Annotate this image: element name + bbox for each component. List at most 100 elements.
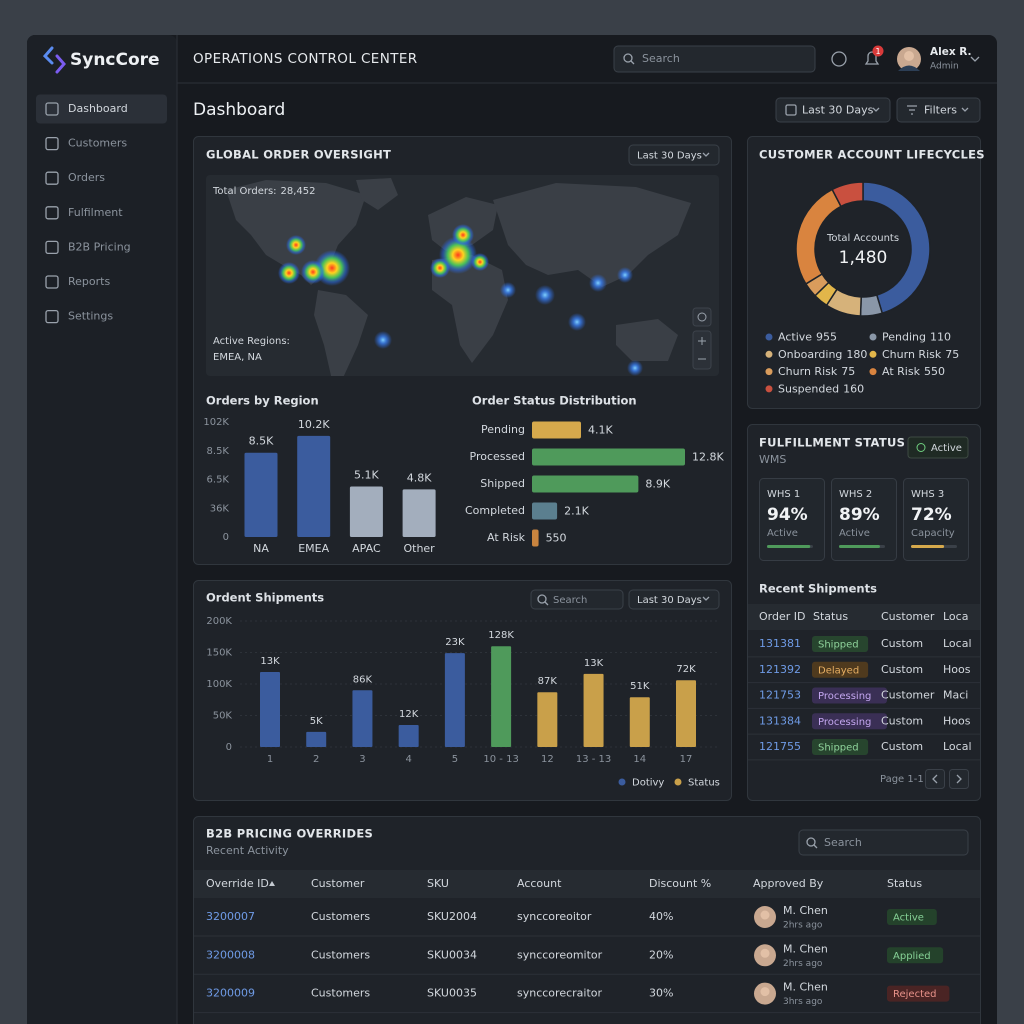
chart-title: Order Status Distribution — [472, 394, 637, 408]
status-badge — [907, 436, 969, 459]
header-icons[interactable] — [831, 45, 980, 72]
status-pill-text: Shipped — [818, 743, 859, 754]
bar — [532, 475, 639, 493]
legend-label: Onboarding 180 — [778, 348, 867, 361]
donut-center-label: Total Accounts — [826, 233, 899, 244]
range-dropdown[interactable] — [628, 144, 720, 166]
nav-item[interactable]: Fulfilment — [68, 206, 123, 219]
order-id[interactable]: 121753 — [759, 689, 801, 702]
nav-item[interactable]: Customers — [68, 137, 127, 150]
lifecycle-panel — [747, 136, 981, 409]
customer: Customers — [311, 987, 370, 1000]
data-label: 12.8K — [692, 451, 724, 464]
avatar-face — [760, 987, 770, 997]
y-tick-label: Shipped — [480, 477, 525, 490]
legend-value: 550 — [924, 365, 945, 378]
account: synccoreomitor — [517, 948, 603, 961]
pagination: Page 1-1 — [880, 774, 924, 785]
panel-title: B2B PRICING OVERRIDES — [206, 827, 373, 841]
order-id[interactable]: 121755 — [759, 740, 801, 753]
data-label: 8.5K — [249, 435, 274, 448]
donut-center-value: 1,480 — [839, 248, 888, 268]
column-header: Discount % — [649, 877, 711, 890]
heat-spots — [278, 224, 643, 376]
chevron — [872, 107, 880, 112]
map-controls[interactable] — [692, 307, 712, 370]
override-id[interactable]: 3200008 — [206, 948, 255, 961]
column-header: Status — [813, 610, 848, 623]
order-id[interactable]: 131384 — [759, 714, 801, 727]
chart-title: Orders by Region — [206, 394, 319, 408]
column-header: Account — [517, 877, 562, 890]
customer: Customers — [311, 910, 370, 923]
legend-name: Churn Risk — [882, 348, 942, 361]
search-icon — [806, 837, 816, 847]
filters-button[interactable] — [896, 97, 981, 123]
x-tick-label: 10 - 13 — [483, 754, 518, 765]
nav-icon — [45, 171, 59, 185]
x-tick-label: 3 — [359, 754, 365, 765]
legend-value: 180 — [846, 348, 867, 361]
range-dropdown[interactable] — [628, 589, 720, 610]
search-box[interactable] — [530, 589, 624, 610]
bar — [444, 653, 465, 747]
y-tick-label: 100K — [206, 679, 232, 690]
x-tick-label: APAC — [352, 542, 381, 555]
table-title: Recent Shipments — [759, 582, 877, 596]
search-icon — [813, 844, 818, 849]
bar-annotation: 13K — [260, 656, 280, 667]
nav-item[interactable]: Dashboard — [68, 102, 128, 115]
status-pill-text: Active — [893, 913, 924, 924]
bar — [491, 646, 512, 747]
warehouse-state: Active — [839, 528, 870, 539]
warehouse-card — [831, 478, 897, 561]
status-pill — [887, 909, 937, 925]
filter-icon — [907, 105, 917, 115]
order-id[interactable]: 121392 — [759, 663, 801, 676]
customer: Custom — [881, 714, 923, 727]
search-icon — [544, 601, 549, 606]
world-map — [206, 175, 719, 376]
sidebar — [27, 35, 177, 1024]
override-id[interactable]: 3200007 — [206, 910, 255, 923]
bar — [244, 452, 278, 537]
status-pill-text: Rejected — [893, 989, 937, 1000]
total-orders-label: Total Orders: 28,452 — [212, 186, 316, 197]
override-id[interactable]: 3200009 — [206, 987, 255, 1000]
nav-item[interactable]: Settings — [68, 310, 113, 323]
table-header — [748, 604, 980, 630]
prev-button[interactable] — [925, 769, 945, 789]
nav-item[interactable]: Orders — [68, 171, 105, 184]
customer: Custom — [881, 663, 923, 676]
legend-label: Churn Risk 75 — [882, 348, 959, 361]
calendar-icon — [785, 104, 797, 116]
discount: 30% — [649, 987, 673, 1000]
range-text: Last 30 Days — [637, 151, 702, 162]
notification-badge: 1 — [875, 47, 880, 56]
next-button[interactable] — [949, 769, 969, 789]
avatar-face — [760, 910, 770, 920]
warehouse-value: 89% — [839, 505, 880, 525]
y-tick-label: Processed — [470, 450, 525, 463]
status-pill-text: Applied — [893, 951, 931, 962]
nav-item[interactable]: B2B Pricing — [68, 240, 131, 253]
order-id[interactable]: 131381 — [759, 637, 801, 650]
approver: M. Chen — [783, 942, 828, 955]
legend-swatch — [765, 333, 773, 341]
customer: Custom — [881, 637, 923, 650]
status-pill — [812, 713, 887, 730]
nav-item[interactable]: Reports — [68, 275, 110, 288]
data-label: 4.1K — [588, 424, 613, 437]
status-pill-text: Processing — [818, 691, 871, 702]
location: Hoos — [943, 663, 971, 676]
table-header — [194, 870, 980, 898]
legend-label: Status — [688, 778, 720, 789]
bar — [306, 731, 327, 747]
search-box[interactable] — [613, 45, 816, 73]
search-icon — [623, 53, 633, 63]
location: Local — [943, 740, 972, 753]
search-box[interactable] — [798, 829, 969, 856]
bar — [260, 672, 280, 747]
range-button[interactable] — [775, 97, 891, 123]
